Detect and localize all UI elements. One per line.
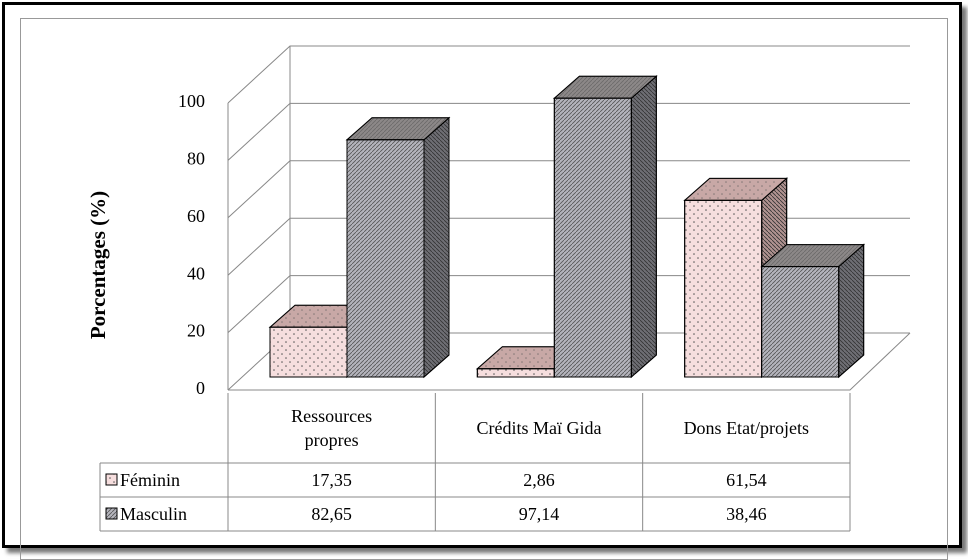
grid-line [227,160,910,219]
category-label: Dons Etat/projets [643,393,850,463]
category-label-text: Dons Etat/projets [683,418,810,438]
category-label-text: Crédits Maï Gida [476,418,602,438]
table-value-text: 17,35 [311,469,352,490]
legend-label-text: Masculin [120,503,187,524]
grid-line [227,45,910,104]
table-value-text: 38,46 [726,503,767,524]
floor-edge [228,332,911,391]
table-value: 61,54 [643,463,850,497]
table-value-text: 61,54 [726,469,767,490]
y-tick-label: 60 [187,206,205,226]
y-tick-label: 100 [178,91,205,111]
legend-key [105,507,118,520]
table-value-text: 97,14 [518,503,560,524]
bar [684,199,763,378]
table-value: 2,86 [435,463,642,497]
legend-label-text: Féminin [120,469,181,490]
bar-side [423,116,450,379]
grid-line [227,102,910,161]
y-axis-label: Porcentages (%) [86,191,110,339]
legend-label: Masculin [118,497,230,531]
legend-key [105,473,118,486]
y-tick-label: 80 [187,149,205,169]
bar [553,97,632,378]
bar [761,266,840,378]
legend-label: Féminin [118,463,230,497]
y-tick-label: 20 [187,321,205,341]
category-label: Ressources propres [228,393,435,463]
bar-side [630,75,657,379]
bar [269,326,348,378]
bar-side [838,243,865,379]
table-value: 82,65 [228,497,435,531]
table-value: 17,35 [228,463,435,497]
bar [346,139,425,378]
y-tick-label: 0 [196,378,205,398]
bar [476,368,555,378]
table-value: 38,46 [643,497,850,531]
table-value: 97,14 [435,497,642,531]
table-value-text: 82,65 [311,503,352,524]
category-label: Crédits Maï Gida [435,393,642,463]
category-label-text: Ressources propres [291,406,373,450]
y-tick-label: 40 [187,263,205,283]
table-value-text: 2,86 [523,469,555,490]
